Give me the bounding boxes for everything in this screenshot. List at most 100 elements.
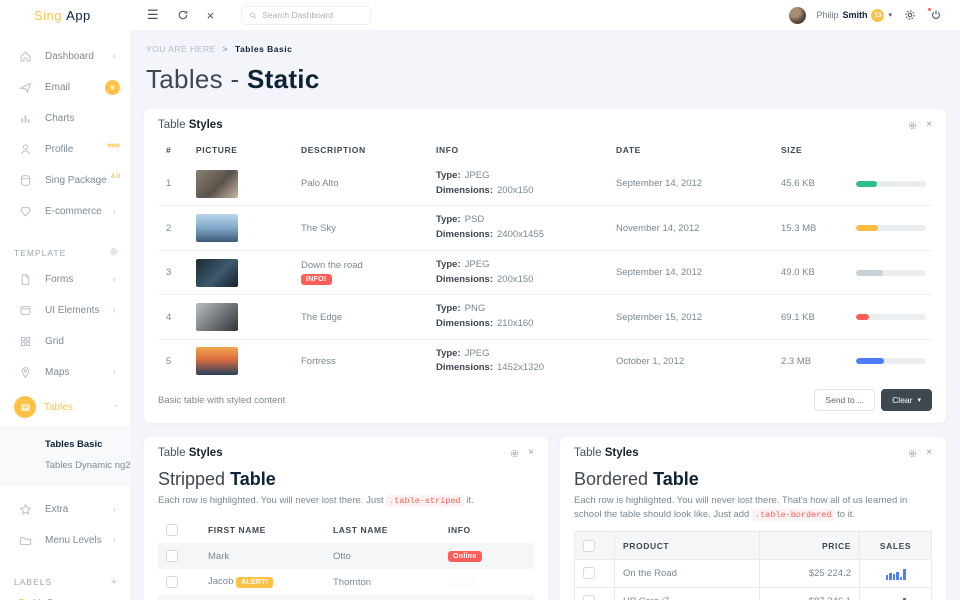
paper-plane-icon — [18, 80, 33, 95]
section-description: Each row is highlighted. You will never … — [158, 495, 474, 508]
select-all-checkbox[interactable] — [166, 524, 178, 537]
col-product: PRODUCT — [614, 530, 760, 560]
picture-thumbnail[interactable] — [196, 214, 238, 243]
submenu-item-tables-basic[interactable]: Tables Basic — [45, 434, 130, 455]
close-icon[interactable]: × — [206, 7, 215, 23]
picture-thumbnail[interactable] — [196, 258, 238, 287]
page-title: Tables - Static — [146, 64, 946, 95]
sidebar-item-charts[interactable]: Charts — [0, 103, 130, 134]
col-date: DATE — [616, 145, 641, 155]
app-logo[interactable]: Sing App — [0, 0, 130, 41]
table-header-row: PRODUCT PRICE SALES — [574, 530, 932, 560]
dimensions-value: 1452x1320 — [497, 362, 545, 374]
sidebar-item-profile[interactable]: Profile new — [0, 134, 130, 165]
clear-button-label: Clear — [892, 395, 913, 406]
sidebar-item-label: E-commerce — [45, 206, 102, 217]
label-item-my-recent[interactable]: My Recent — [0, 594, 130, 600]
label-text: My Recent — [33, 598, 76, 600]
send-to-button[interactable]: Send to ... — [814, 389, 876, 412]
submenu-label: Tables Dynamic — [45, 460, 113, 471]
sidebar-item-grid[interactable]: Grid — [0, 326, 130, 357]
logo-text-sing: Sing — [34, 8, 63, 23]
chevron-down-icon: › — [110, 403, 122, 407]
table-row: Jacob ALERT! Thornton Away — [158, 569, 534, 595]
card-close-icon[interactable]: × — [926, 447, 932, 459]
sidebar-item-dashboard[interactable]: Dashboard ‹ — [0, 41, 130, 72]
submenu-item-tables-dynamic[interactable]: Tables Dynamic ng2 — [45, 455, 131, 476]
card-close-icon[interactable]: × — [528, 447, 534, 459]
row-checkbox[interactable] — [583, 567, 595, 580]
sidebar-item-extra[interactable]: Extra ‹ — [0, 494, 130, 525]
notification-dot — [927, 7, 932, 12]
sidebar-item-tables[interactable]: Tables › — [0, 388, 130, 426]
database-icon — [18, 173, 33, 188]
sidebar-item-ecommerce[interactable]: E-commerce ‹ — [0, 196, 130, 227]
user-menu[interactable]: Philip Smith 13 ▾ — [816, 8, 892, 22]
template-settings-icon[interactable] — [109, 247, 118, 258]
sidebar-item-label: Forms — [45, 274, 74, 285]
row-checkbox[interactable] — [166, 550, 178, 563]
cell-first-name: Mark — [208, 550, 230, 562]
sidebar-item-label: Profile — [45, 144, 74, 155]
dimensions-label: Dimensions: — [436, 273, 494, 285]
clear-button[interactable]: Clear ▾ — [881, 389, 932, 412]
picture-thumbnail[interactable] — [196, 347, 238, 376]
card-gear-icon[interactable] — [510, 448, 519, 458]
card-gear-icon[interactable] — [908, 448, 917, 458]
sidebar-item-menu-levels[interactable]: Menu Levels ‹ — [0, 525, 130, 556]
dimensions-label: Dimensions: — [436, 229, 494, 241]
alert-badge: ALERT! — [236, 577, 274, 589]
code-table-bordered: .table-bordered — [751, 509, 835, 522]
table-header-row: # PICTURE DESCRIPTION INFO DATE SIZE — [158, 137, 932, 162]
bordered-table: PRODUCT PRICE SALES On the Road $25 224.… — [574, 530, 932, 600]
card-close-icon[interactable]: × — [926, 119, 932, 130]
sidebar-item-email[interactable]: Email 9 — [0, 72, 130, 103]
card-tools: × — [908, 120, 932, 130]
table-note: Basic table with styled content — [158, 394, 286, 406]
cell-first-name: Jacob — [208, 576, 234, 588]
table-row: 1 Palo Alto Type: JPEG Dimensions: 200x150… — [158, 162, 932, 206]
add-label-icon[interactable]: + — [110, 576, 118, 588]
row-size: 15.3 MB — [781, 222, 817, 234]
dimensions-label: Dimensions: — [436, 362, 494, 374]
topbar: ☰ × Philip Smith 13 ▾ — [130, 0, 960, 30]
row-checkbox[interactable] — [166, 576, 178, 589]
dimensions-value: 200x150 — [497, 273, 534, 285]
status-badge: Online — [448, 551, 482, 563]
sidebar: Sing App Dashboard ‹ Email 9 Charts Prof… — [0, 0, 131, 600]
card-tools: × — [510, 448, 534, 458]
sidebar-item-label: UI Elements — [45, 305, 100, 316]
card-header: Table Styles × — [574, 447, 932, 459]
row-num: 3 — [166, 267, 172, 279]
user-first-name: Philip — [816, 10, 839, 20]
picture-thumbnail[interactable] — [196, 169, 238, 198]
user-avatar[interactable] — [789, 6, 807, 24]
table-row: HP Core i7 $87 346.1 — [574, 586, 932, 600]
logout-power-icon[interactable] — [927, 7, 944, 21]
search-input[interactable] — [262, 10, 364, 20]
breadcrumb-current[interactable]: Tables Basic — [235, 44, 293, 54]
sidebar-item-ui-elements[interactable]: UI Elements ‹ — [0, 295, 130, 326]
dimensions-label: Dimensions: — [436, 184, 494, 196]
type-value: PSD — [464, 214, 485, 226]
cell-product: On the Road — [614, 558, 760, 588]
row-num: 5 — [166, 355, 172, 367]
col-last-name: LAST NAME — [333, 525, 388, 536]
card-gear-icon[interactable] — [908, 120, 917, 130]
ng2-tag: ng2 — [114, 460, 131, 471]
select-all-checkbox[interactable] — [583, 539, 595, 552]
sidebar-item-sing-package[interactable]: Sing Package 4.0 — [0, 165, 130, 196]
table-header-row: FIRST NAME LAST NAME INFO — [158, 516, 534, 543]
type-value: PNG — [464, 303, 486, 315]
row-checkbox[interactable] — [583, 595, 595, 600]
hamburger-menu-icon[interactable]: ☰ — [147, 7, 159, 22]
picture-thumbnail[interactable] — [196, 303, 238, 332]
progress-bar — [856, 225, 926, 232]
breadcrumb-prefix: YOU ARE HERE — [146, 44, 216, 54]
sidebar-item-maps[interactable]: Maps ‹ — [0, 357, 130, 388]
page-title-light: Tables - — [146, 64, 240, 94]
sidebar-item-forms[interactable]: Forms ‹ — [0, 264, 130, 295]
row-date: September 14, 2012 — [616, 178, 703, 190]
refresh-icon[interactable] — [168, 9, 198, 21]
gear-icon[interactable] — [902, 9, 918, 21]
